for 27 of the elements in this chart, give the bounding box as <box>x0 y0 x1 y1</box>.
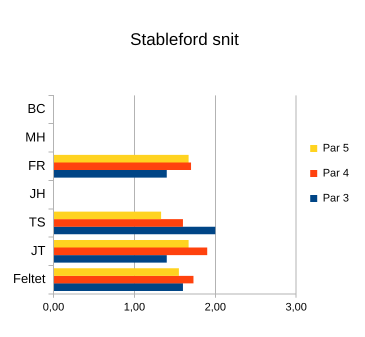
bar <box>54 212 162 220</box>
bar <box>54 162 192 170</box>
y-tick-label: MH <box>25 129 46 144</box>
bar <box>54 240 189 248</box>
y-tick-label: BC <box>27 101 46 116</box>
bar <box>54 283 183 291</box>
y-tick-label: Feltet <box>12 271 46 286</box>
bar <box>54 255 167 263</box>
legend-label: Par 3 <box>322 192 350 205</box>
bar <box>54 276 194 284</box>
bar <box>54 170 167 178</box>
legend-label: Par 5 <box>322 142 350 155</box>
x-tick-label: 2,00 <box>204 301 226 314</box>
bar <box>54 268 179 276</box>
bar <box>54 154 189 162</box>
y-tick-label: FR <box>28 158 46 173</box>
x-tick-label: 0,00 <box>42 301 64 314</box>
bar <box>54 248 208 256</box>
x-tick-label: 3,00 <box>286 301 307 314</box>
chart-title: Stableford snit <box>130 30 240 49</box>
legend-label: Par 4 <box>322 168 350 180</box>
y-tick-label: JT <box>31 242 46 258</box>
y-tick-label: JH <box>30 186 46 202</box>
y-tick-label: TS <box>28 214 46 230</box>
bar <box>54 219 183 227</box>
bar <box>54 226 216 234</box>
x-tick-label: 1,00 <box>124 301 146 314</box>
